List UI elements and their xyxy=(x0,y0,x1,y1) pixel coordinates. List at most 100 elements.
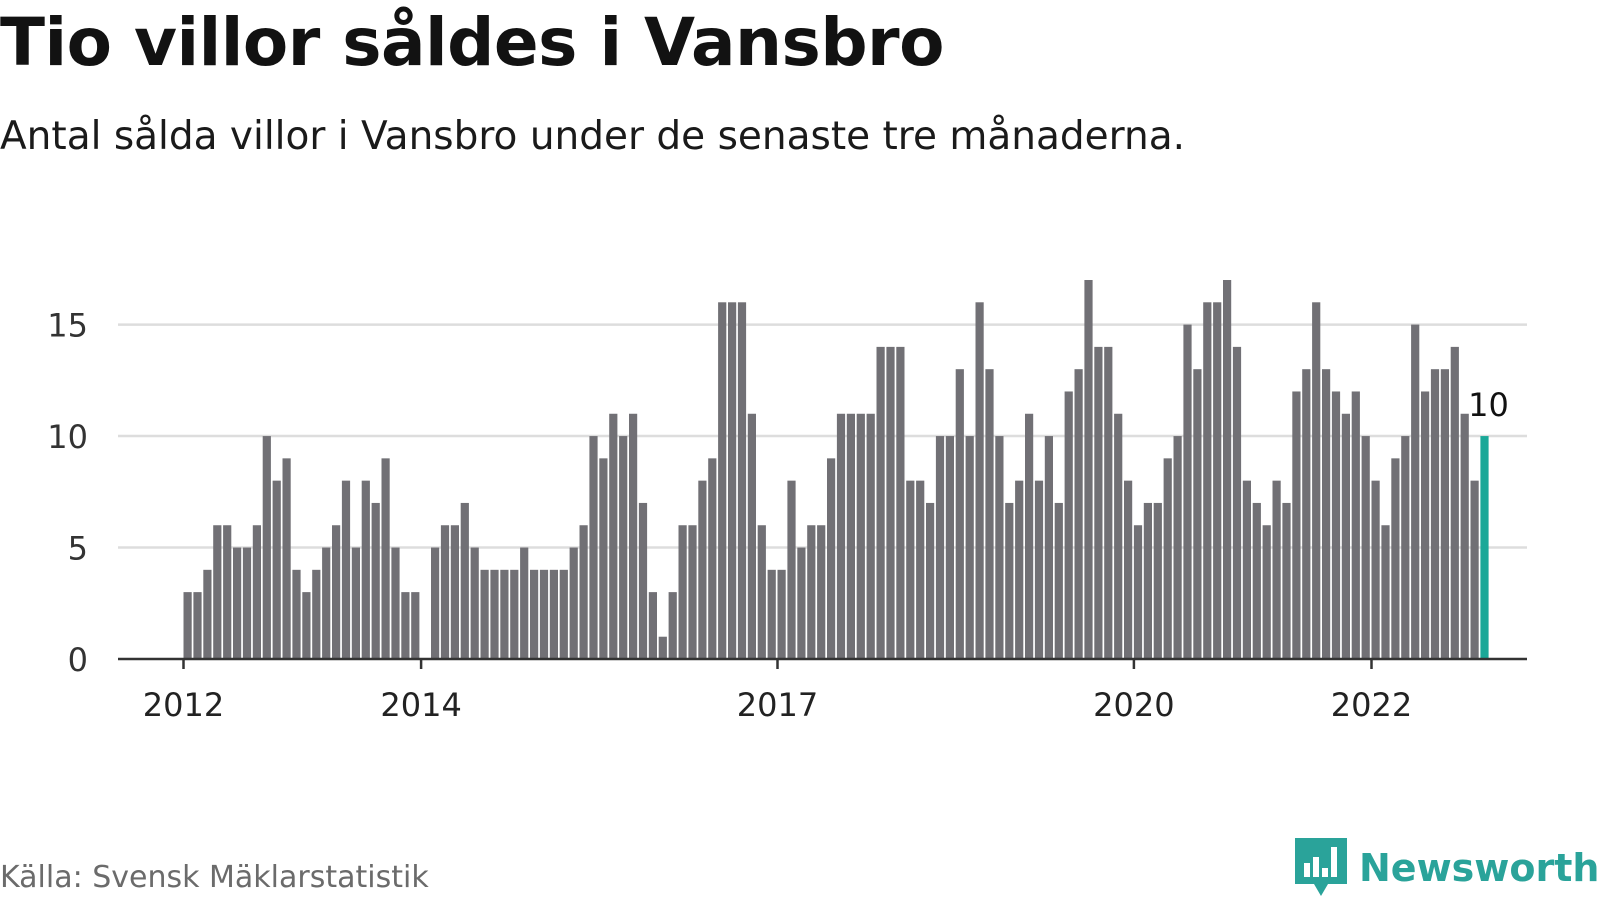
bar xyxy=(985,369,994,659)
bar xyxy=(886,346,895,659)
bar xyxy=(322,547,331,659)
bar xyxy=(777,569,786,659)
bar xyxy=(1034,480,1044,659)
x-tick-label: 2012 xyxy=(143,686,224,724)
bar xyxy=(193,592,202,659)
bar xyxy=(965,436,974,659)
bar xyxy=(480,569,489,659)
bar xyxy=(1302,369,1311,659)
bar xyxy=(629,413,638,659)
bar xyxy=(856,413,865,659)
bar xyxy=(440,525,450,659)
y-tick-label: 0 xyxy=(68,641,88,679)
bar xyxy=(1124,480,1133,659)
bar xyxy=(1104,346,1113,659)
bar xyxy=(539,569,549,659)
bar xyxy=(995,436,1004,659)
bar xyxy=(282,458,291,659)
bar xyxy=(1381,525,1390,659)
bar xyxy=(213,525,222,659)
bar xyxy=(876,346,885,659)
bar xyxy=(1351,391,1360,659)
y-tick-label: 5 xyxy=(68,530,88,568)
bar xyxy=(1411,324,1420,659)
bar xyxy=(223,525,232,659)
bar xyxy=(1292,391,1301,659)
bar xyxy=(381,458,390,659)
page-subtitle: Antal sålda villor i Vansbro under de se… xyxy=(0,114,1185,159)
bar xyxy=(500,569,509,659)
bar xyxy=(233,547,242,659)
bar xyxy=(658,636,667,659)
bar xyxy=(678,525,687,659)
bar xyxy=(1282,502,1291,659)
bar xyxy=(1430,369,1440,659)
bar xyxy=(1213,302,1222,659)
bar xyxy=(1074,369,1083,659)
bar xyxy=(1322,369,1331,659)
bar xyxy=(1262,525,1271,659)
bar xyxy=(1460,413,1469,659)
bar xyxy=(688,525,697,659)
bar xyxy=(1163,458,1172,659)
bar xyxy=(450,525,459,659)
bar xyxy=(1044,436,1053,659)
bar xyxy=(737,302,747,659)
bar xyxy=(935,436,945,659)
bar xyxy=(1203,302,1212,659)
bar xyxy=(549,569,558,659)
bar xyxy=(302,592,311,659)
bar xyxy=(1401,436,1410,659)
y-tick-label: 15 xyxy=(47,307,88,345)
bar xyxy=(945,436,954,659)
x-tick-label: 2022 xyxy=(1331,686,1412,724)
bar xyxy=(351,547,360,659)
bar xyxy=(1193,369,1202,659)
bar xyxy=(1223,280,1232,659)
bar xyxy=(836,413,846,659)
bar xyxy=(361,480,370,659)
bar xyxy=(391,547,400,659)
bar xyxy=(1114,413,1123,659)
bar xyxy=(312,569,321,659)
bar xyxy=(975,302,984,659)
bar-highlight xyxy=(1480,436,1489,659)
bar xyxy=(460,502,469,659)
bar xyxy=(262,436,271,659)
bar xyxy=(718,302,727,659)
bar xyxy=(520,547,529,659)
x-tick-label: 2020 xyxy=(1093,686,1174,724)
bar xyxy=(1272,480,1281,659)
bar xyxy=(1331,391,1341,659)
bar xyxy=(203,569,212,659)
bar xyxy=(1232,346,1242,659)
axis-layer xyxy=(118,657,1527,669)
bar xyxy=(431,547,440,659)
bar xyxy=(1005,502,1014,659)
bar xyxy=(411,592,420,659)
bar xyxy=(1421,391,1430,659)
bar xyxy=(292,569,301,659)
bar xyxy=(589,436,598,659)
bar-layer xyxy=(183,280,1489,659)
bar xyxy=(242,547,252,659)
bar xyxy=(1143,502,1152,659)
bar xyxy=(599,458,608,659)
bar xyxy=(1242,480,1251,659)
bar xyxy=(1183,324,1192,659)
bar xyxy=(1361,436,1370,659)
bar xyxy=(827,458,836,659)
bar xyxy=(1054,502,1063,659)
bar xyxy=(530,569,539,659)
bar xyxy=(1064,391,1073,659)
bar xyxy=(866,413,875,659)
bar xyxy=(817,525,826,659)
bar xyxy=(1173,436,1182,659)
bar xyxy=(1312,302,1321,659)
bar xyxy=(1391,458,1400,659)
y-tick-label: 10 xyxy=(47,418,88,456)
brand-mark[interactable]: Newsworthy xyxy=(1295,838,1600,898)
bar xyxy=(341,480,351,659)
bar xyxy=(698,480,707,659)
bar xyxy=(767,569,776,659)
